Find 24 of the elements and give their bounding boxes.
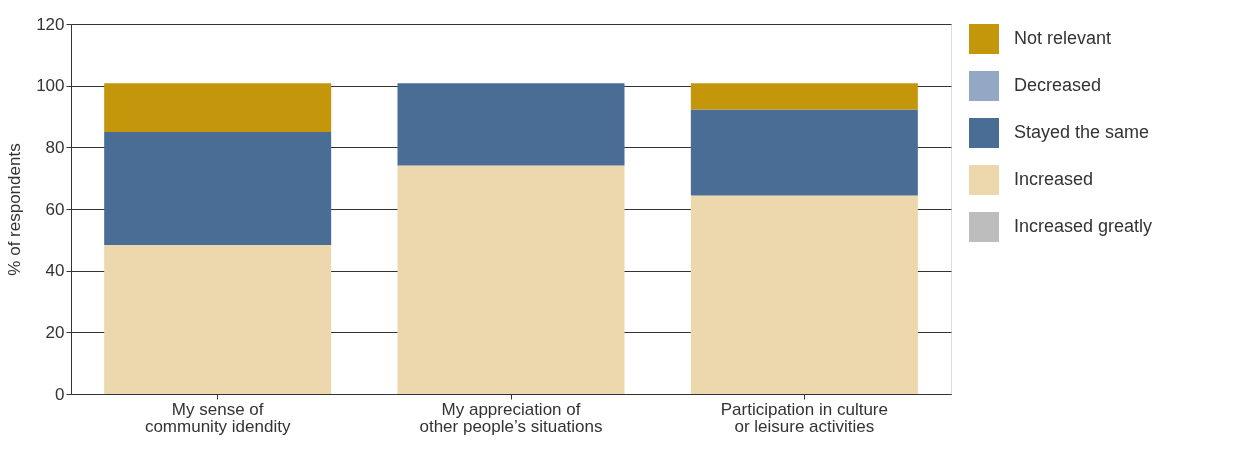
y-tick-label: 100 <box>36 76 65 96</box>
y-tick-label: 0 <box>55 384 65 404</box>
legend-label: Stayed the same <box>1014 122 1150 142</box>
y-tick-label: 80 <box>45 137 65 157</box>
y-tick-label: 20 <box>45 322 65 342</box>
x-tick-label: My sense of community idendity <box>144 399 291 436</box>
legend-label: Increased <box>1014 169 1094 189</box>
legend-label: Not relevant <box>1014 28 1112 48</box>
bar <box>397 165 625 394</box>
y-tick-label: 40 <box>45 261 65 281</box>
bar <box>690 83 918 110</box>
bar <box>690 109 918 196</box>
y-tick-label: 60 <box>45 199 65 219</box>
x-tick-label: My appreciation of other people’s situations <box>419 399 603 436</box>
x-tick-label: Participation in culture or leisure activities <box>720 399 888 436</box>
y-axis-title: % of respondents <box>5 143 25 276</box>
bar <box>104 245 332 394</box>
bar <box>397 83 625 166</box>
bar <box>104 83 332 132</box>
y-tick-label: 120 <box>36 14 65 34</box>
legend-label: Increased greatly <box>1014 216 1153 236</box>
bar <box>690 195 918 394</box>
bar <box>104 131 332 246</box>
legend-label: Decreased <box>1014 75 1102 95</box>
